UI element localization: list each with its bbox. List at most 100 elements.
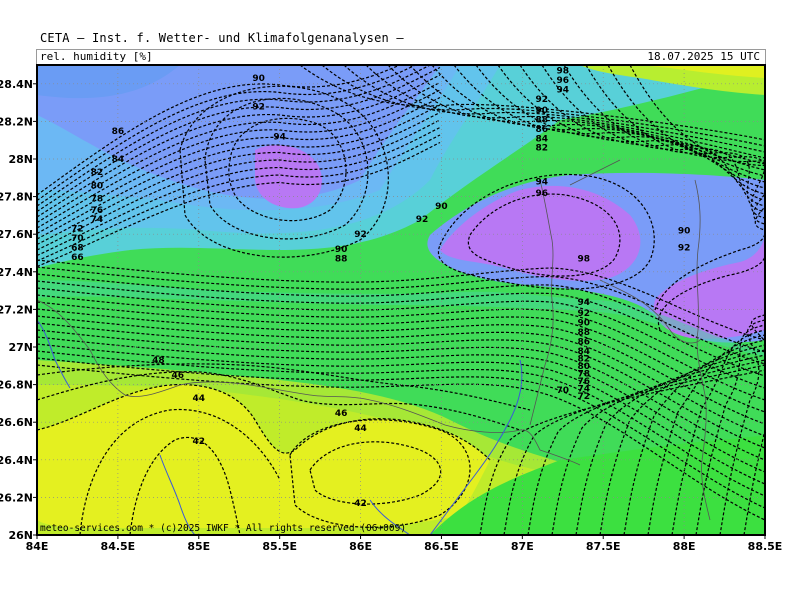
contour-label: 78 [91, 194, 104, 204]
header-provider-line: CETA — Inst. f. Wetter- und Klimafolgena… [40, 31, 404, 45]
contour-label: 82 [535, 144, 548, 154]
contour-label: 86 [578, 337, 591, 347]
contour-line [37, 336, 765, 473]
contour-label: 74 [578, 384, 591, 394]
contour-label: 86 [112, 127, 125, 137]
contour-line [551, 354, 765, 535]
contour-lines [37, 65, 765, 535]
contour-line [409, 65, 765, 171]
contour-line [671, 329, 765, 535]
contour-label: 90 [435, 202, 448, 212]
contour-label: 42 [354, 499, 367, 509]
contour-label: 76 [91, 206, 104, 216]
contour-line [563, 65, 765, 213]
contour-line [37, 343, 765, 485]
contour-line [37, 141, 441, 268]
contour-line [37, 74, 441, 218]
contour-line [519, 65, 765, 201]
contour-label: 66 [71, 253, 84, 263]
contour-line [37, 111, 441, 246]
contour-line [575, 349, 765, 535]
contour-line [37, 383, 491, 461]
y-tick-label: 27.2N [0, 303, 33, 316]
contour-line [453, 65, 765, 183]
contour-label: 72 [578, 392, 591, 402]
contour-label: 90 [678, 226, 691, 236]
contour-line [37, 104, 441, 240]
contour-line [37, 134, 441, 262]
contour-label: 72 [71, 225, 84, 235]
contour-line [37, 315, 765, 437]
x-tick-label: 84E [26, 540, 49, 553]
y-tick-label: 27.6N [0, 228, 33, 241]
river-line [37, 319, 71, 389]
contour-label: 90 [252, 74, 265, 84]
contour-label: 94 [273, 132, 286, 142]
axis-ticks [33, 83, 766, 539]
contour-line [527, 359, 765, 535]
contour-line [437, 173, 655, 290]
contour-label: 42 [193, 437, 206, 447]
contour-label: 90 [335, 245, 348, 255]
contour-line [228, 117, 347, 222]
x-tick-label: 86E [349, 540, 372, 553]
y-tick-label: 28N [8, 153, 33, 166]
contour-line [37, 65, 401, 196]
contour-line [37, 357, 765, 509]
humidity-color-field [37, 65, 765, 535]
contour-label: 88 [578, 328, 591, 338]
contour-line [79, 408, 281, 535]
contour-line [309, 441, 442, 505]
y-tick-label: 27.4N [0, 266, 33, 279]
y-axis-labels: 26N 26.2N 26.4N 26.6N 26.8N 27N 27.2N 27.4N 27.6… [0, 78, 33, 542]
y-tick-label: 26.2N [0, 491, 33, 504]
border-line [569, 159, 701, 344]
contour-label: 68 [71, 243, 84, 253]
contour-label: 92 [535, 95, 548, 105]
contour-line [37, 89, 441, 229]
y-tick-label: 28.4N [0, 78, 33, 91]
contour-line [719, 319, 765, 535]
contour-label: 90 [578, 319, 591, 329]
contour-line [37, 259, 765, 341]
contour-line [129, 436, 241, 535]
contour-line [37, 273, 765, 365]
contour-line [299, 65, 765, 141]
border-line [37, 299, 581, 466]
contour-label: 92 [678, 243, 691, 253]
contour-label: 78 [578, 369, 591, 379]
contour-label: 94 [557, 85, 570, 95]
contour-line [37, 66, 441, 213]
y-tick-label: 26.6N [0, 416, 33, 429]
contour-line [37, 81, 441, 224]
contour-label: 88 [335, 255, 348, 265]
contour-label: 98 [578, 255, 591, 265]
contour-line [321, 65, 765, 147]
contour-line [541, 65, 765, 207]
river-line [429, 359, 523, 535]
contour-line [37, 294, 765, 401]
river-line [159, 454, 196, 535]
contour-line [503, 364, 765, 535]
contour-label: 46 [171, 371, 184, 381]
contour-label: 48 [152, 356, 165, 366]
contour-line [37, 364, 765, 521]
contour-label: 84 [535, 134, 548, 144]
contour-line [37, 363, 531, 411]
contour-label: 98 [557, 67, 570, 77]
contour-line [431, 65, 765, 177]
x-tick-label: 87.5E [586, 540, 621, 553]
x-tick-label: 85.5E [262, 540, 297, 553]
border-line [529, 179, 554, 426]
contour-label: 94 [578, 298, 591, 308]
contour-line [479, 369, 765, 535]
map-frame [36, 64, 766, 536]
y-tick-label: 26.8N [0, 379, 33, 392]
header-valid-time: 18.07.2025 15 UTC [647, 50, 760, 63]
contour-label: 80 [91, 181, 104, 191]
contour-line [37, 329, 765, 461]
x-tick-label: 87E [511, 540, 534, 553]
contour-line [743, 314, 765, 535]
contour-labels: 9092948684828078767472706866929092908894… [71, 67, 690, 509]
